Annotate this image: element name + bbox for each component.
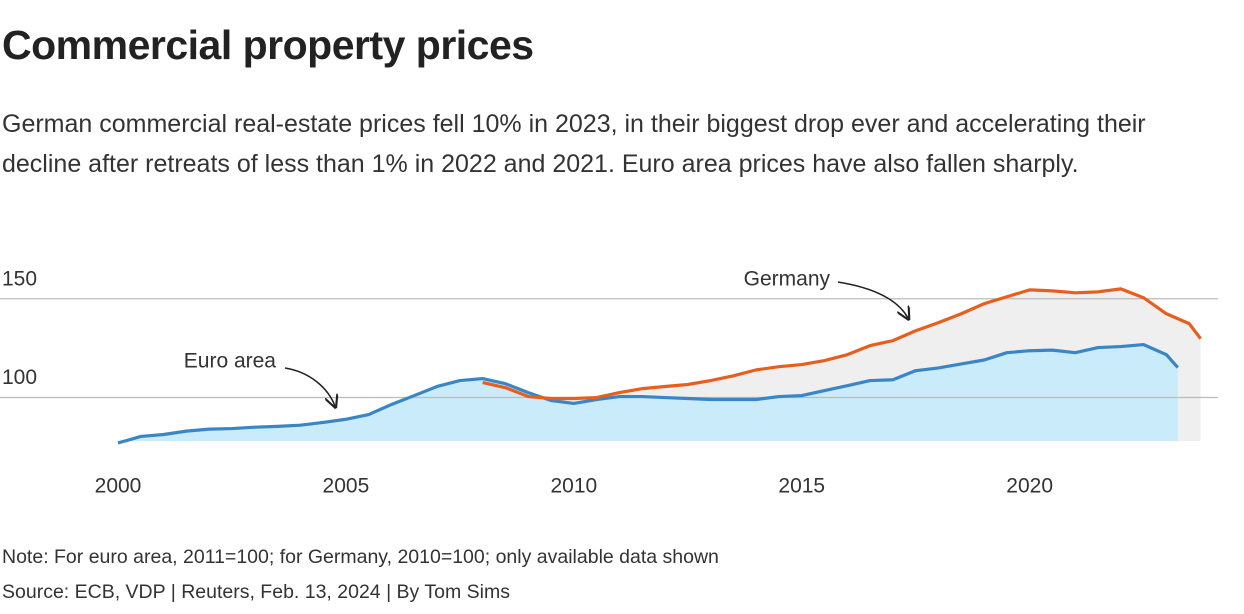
chart-source: Source: ECB, VDP | Reuters, Feb. 13, 202… <box>2 581 510 603</box>
x-tick-label: 2015 <box>778 475 825 498</box>
chart-subtitle: German commercial real-estate prices fel… <box>2 110 1146 178</box>
x-tick-label: 2010 <box>550 475 597 498</box>
series-area <box>118 344 1178 443</box>
x-tick-label: 2020 <box>1006 475 1053 498</box>
annotation-arrow <box>284 367 335 406</box>
series-label: Germany <box>744 268 831 291</box>
series-label: Euro area <box>184 350 277 373</box>
annotation-arrow <box>837 281 908 318</box>
y-tick-label: 150 <box>2 267 37 290</box>
x-tick-label: 2000 <box>95 475 142 498</box>
series-line <box>482 287 1202 401</box>
lines <box>117 287 1202 445</box>
x-tick-label: 2005 <box>323 475 370 498</box>
areas <box>118 288 1201 443</box>
y-tick-label: 100 <box>2 366 37 389</box>
chart-note: Note: For euro area, 2011=100; for Germa… <box>2 546 719 568</box>
series-line <box>117 342 1180 445</box>
chart-title: Commercial property prices <box>2 22 534 68</box>
